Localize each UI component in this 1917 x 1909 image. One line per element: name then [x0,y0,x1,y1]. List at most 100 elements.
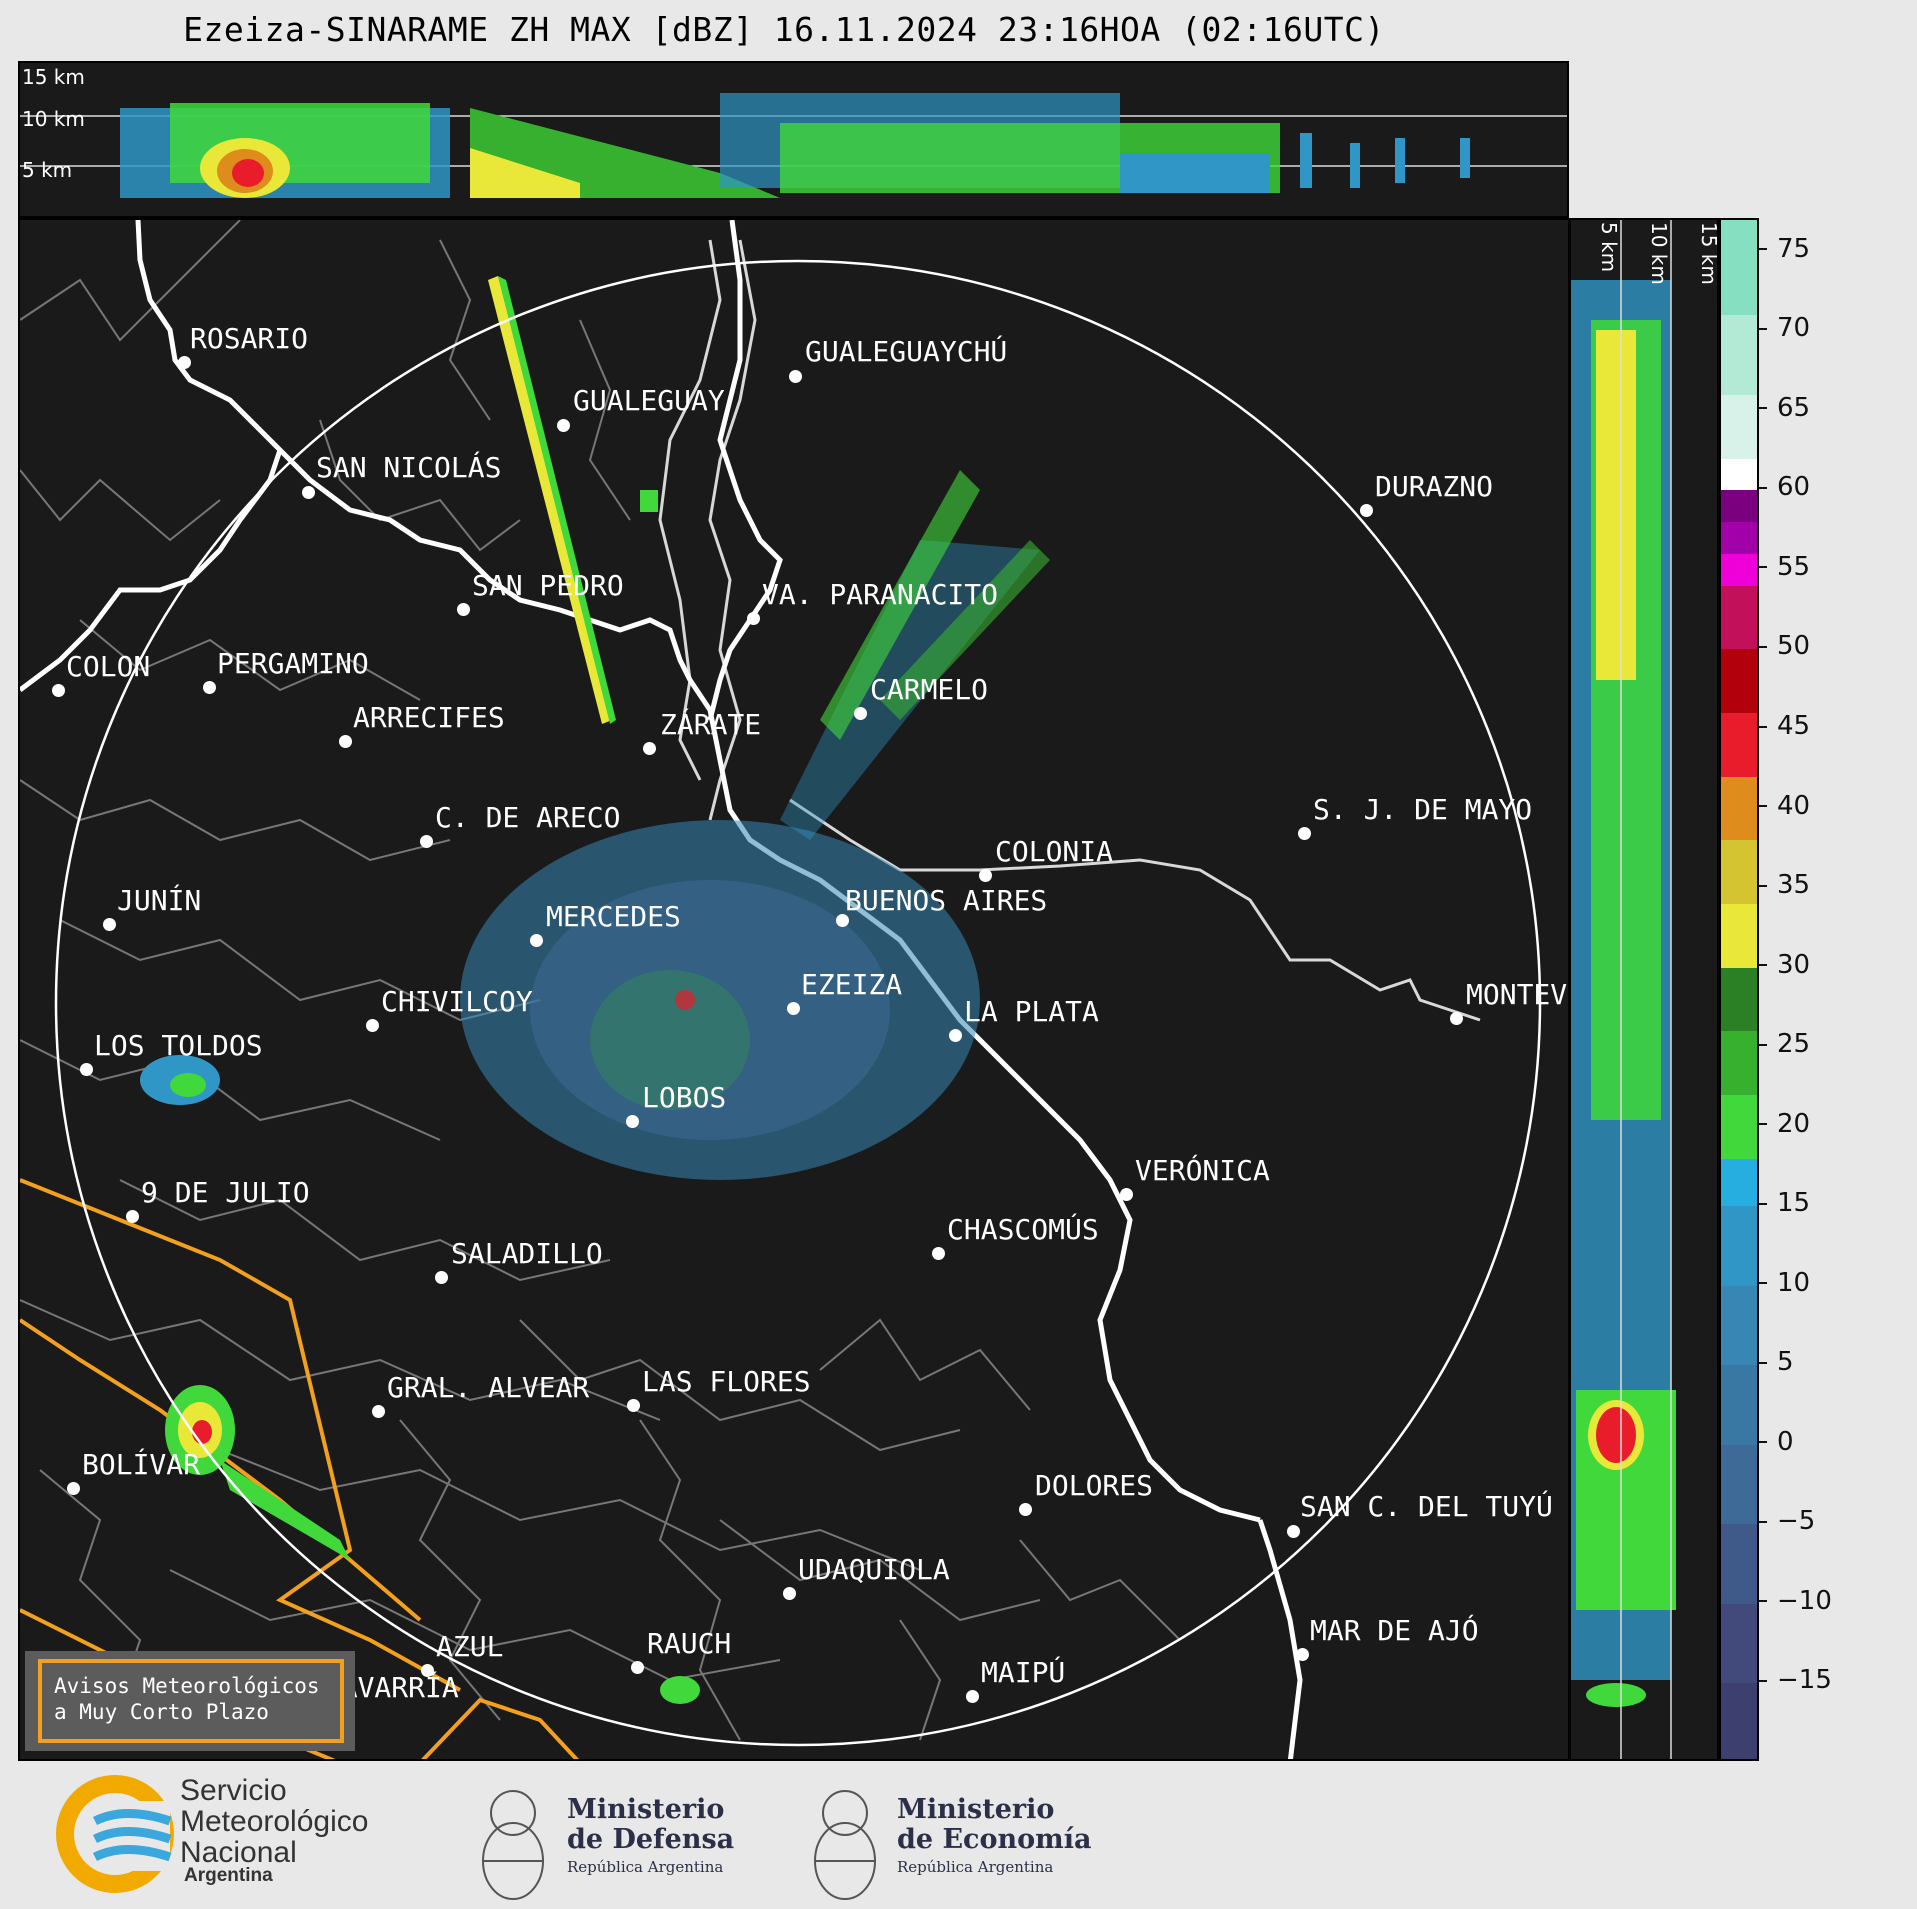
city-label-sj-de-mayo: S. J. DE MAYO [1313,793,1533,826]
top-cross-section-plot [20,93,1567,198]
smn-logo-text: Servicio Meteorológico Nacional [180,1775,368,1868]
city-dot-veronica [1120,1188,1133,1201]
economia-title: Ministerio de Economía [897,1795,1091,1855]
economia-shield-icon [814,1790,876,1900]
city-dot-durazno [1360,504,1373,517]
colorbar-band-12 [1721,840,1757,904]
side-cross-section-plot [1571,220,1676,1759]
footer-logos [0,1761,1917,1909]
top-height-label-5: 5 km [22,158,73,182]
city-label-chivilcoy: CHIVILCOY [381,985,533,1018]
warning-legend: Avisos Meteorológicos a Muy Corto Plazo [25,1651,355,1751]
city-label-chascomus: CHASCOMÚS [947,1213,1099,1246]
city-label-bolivar: BOLÍVAR [82,1448,201,1481]
colorbar-tick-label: −10 [1759,1586,1839,1616]
top-height-label-10: 10 km [22,107,85,131]
city-label-pergamino: PERGAMINO [217,647,369,680]
colorbar-band-6 [1721,1206,1757,1286]
colorbar-band-15 [1721,649,1757,714]
city-dot-junin [103,918,116,931]
city-dot-saladillo [435,1271,448,1284]
city-label-c-de-areco: C. DE ARECO [435,801,621,834]
colorbar-band-19 [1721,490,1757,523]
defensa-shield-icon [482,1790,544,1900]
city-dot-lobos [626,1115,639,1128]
colorbar-band-0 [1721,1683,1757,1759]
city-dot-udaquiola [783,1587,796,1600]
top-height-label-15: 15 km [22,65,85,89]
colorbar-tick-label: −5 [1759,1506,1839,1536]
defensa-line-1: Ministerio [567,1794,725,1825]
city-dot-colon [52,684,65,697]
colorbar-band-18 [1721,522,1757,555]
colorbar-band-14 [1721,713,1757,777]
colorbar-tick-label: 65 [1759,393,1839,423]
defensa-title: Ministerio de Defensa [567,1795,734,1855]
smn-line-3: Nacional [180,1836,297,1869]
city-label-junin: JUNÍN [117,884,202,917]
colorbar-band-11 [1721,904,1757,968]
city-label-azul: AZUL [436,1630,504,1663]
warning-legend-line-1: Avisos Meteorológicos [54,1674,320,1698]
city-dot-los-toldos [80,1063,93,1076]
city-label-arrecifes: ARRECIFES [353,701,505,734]
city-label-montevideo: MONTEV [1466,978,1568,1011]
city-label-zarate: ZÁRATE [660,708,762,741]
city-label-rosario: ROSARIO [190,322,309,355]
city-dot-mar-de-ajo [1296,1648,1309,1661]
warning-legend-line-2: a Muy Corto Plazo [54,1700,269,1724]
city-label-carmelo: CARMELO [870,673,989,706]
city-label-udaquiola: UDAQUIOLA [798,1553,950,1586]
colorbar-tick-label: 15 [1759,1188,1839,1218]
side-height-label-5: 5 km [1597,222,1621,273]
city-label-colonia: COLONIA [995,835,1114,868]
city-label-veronica: VERÓNICA [1135,1154,1270,1187]
city-label-san-nicolas: SAN NICOLÁS [316,451,502,484]
city-label-dolores: DOLORES [1035,1469,1154,1502]
city-dot-las-flores [627,1399,640,1412]
city-dot-sj-de-mayo [1298,827,1311,840]
city-label-mar-de-ajo: MAR DE AJÓ [1310,1614,1479,1647]
defensa-sub: República Argentina [567,1858,724,1876]
city-dot-chivilcoy [366,1019,379,1032]
colorbar-tick-label: 60 [1759,472,1839,502]
chart-title: Ezeiza-SINARAME ZH MAX [dBZ] 16.11.2024 … [183,10,1385,49]
city-label-ezeiza: EZEIZA [801,968,903,1001]
city-dot-colonia [979,869,992,882]
smn-line-1: Servicio [180,1774,287,1807]
city-label-lobos: LOBOS [642,1081,727,1114]
colorbar-band-13 [1721,776,1757,841]
reflectivity-colorbar [1719,218,1759,1761]
city-label-los-toldos: LOS TOLDOS [94,1029,263,1062]
colorbar-band-7 [1721,1158,1757,1207]
colorbar-tick-label: 25 [1759,1029,1839,1059]
city-label-rauch: RAUCH [647,1627,732,1660]
colorbar-tick-label: 45 [1759,711,1839,741]
smn-logo-icon [56,1775,174,1893]
colorbar-tick-label: 20 [1759,1109,1839,1139]
city-label-mercedes: MERCEDES [546,900,681,933]
colorbar-band-16 [1721,585,1757,650]
city-label-maipu: MAIPÚ [981,1656,1066,1689]
top-cross-section-panel: 15 km 10 km 5 km [18,61,1569,218]
city-label-9-de-julio: 9 DE JULIO [141,1176,310,1209]
economia-line-1: Ministerio [897,1794,1055,1825]
city-dot-ezeiza [787,1002,800,1015]
city-dot-c-de-areco [420,835,433,848]
defensa-line-2: de Defensa [567,1824,735,1855]
city-label-san-c-del-tuyu: SAN C. DEL TUYÚ [1300,1490,1553,1523]
city-label-gualeguaychu: GUALEGUAYCHÚ [805,335,1008,368]
colorbar-band-5 [1721,1285,1757,1366]
colorbar-tick-label: 0 [1759,1427,1839,1457]
city-dot-rauch [631,1661,644,1674]
city-label-colon: COLON [66,650,151,683]
city-dot-san-nicolas [302,486,315,499]
colorbar-tick-label: 5 [1759,1347,1839,1377]
city-dot-9-de-julio [126,1210,139,1223]
coast-lines [658,239,1481,1022]
colorbar-tick-label: 50 [1759,631,1839,661]
colorbar-tick-label: 70 [1759,313,1839,343]
economia-line-2: de Economía [897,1824,1092,1855]
colorbar-band-4 [1721,1365,1757,1445]
city-label-saladillo: SALADILLO [451,1237,603,1270]
